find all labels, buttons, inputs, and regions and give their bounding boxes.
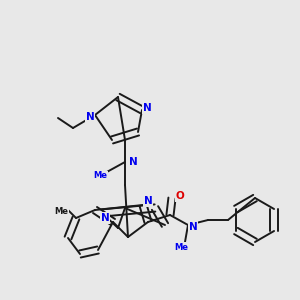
Text: Me: Me — [174, 242, 188, 251]
Text: N: N — [129, 157, 137, 167]
Text: Me: Me — [54, 206, 68, 215]
Text: N: N — [85, 112, 94, 122]
Text: N: N — [144, 196, 152, 206]
Text: N: N — [100, 213, 109, 223]
Text: N: N — [189, 222, 197, 232]
Text: O: O — [176, 191, 184, 201]
Text: N: N — [142, 103, 152, 113]
Text: Me: Me — [93, 172, 107, 181]
